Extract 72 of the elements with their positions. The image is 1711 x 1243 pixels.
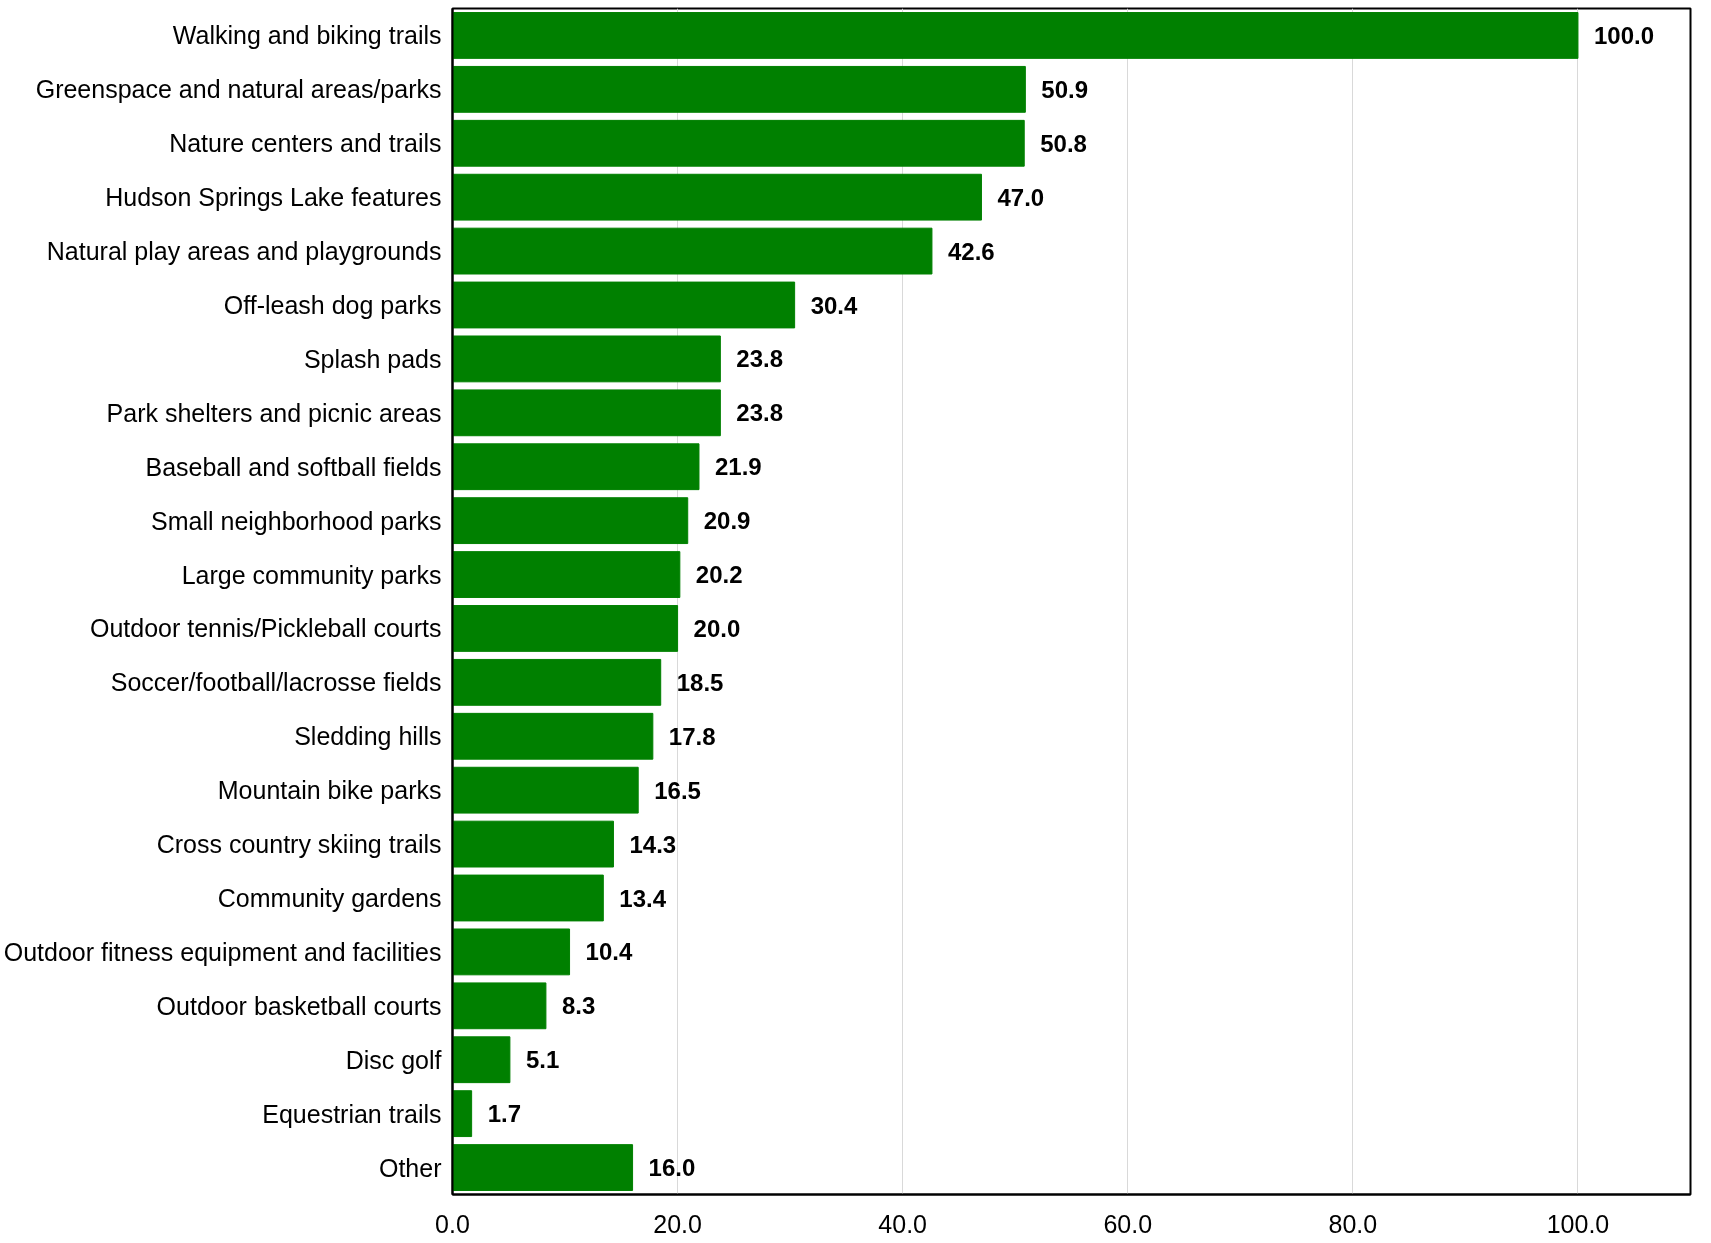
bar bbox=[452, 820, 614, 868]
data-label: 16.5 bbox=[654, 776, 701, 804]
x-tick-label: 20.0 bbox=[653, 1209, 702, 1238]
bar bbox=[452, 551, 681, 598]
x-tick-label: 100.0 bbox=[1546, 1209, 1610, 1238]
y-tick-label: Splash pads bbox=[303, 344, 442, 373]
data-label: 50.9 bbox=[1041, 75, 1089, 103]
bar bbox=[452, 173, 982, 221]
y-tick-label: Outdoor basketball courts bbox=[156, 991, 442, 1020]
bar bbox=[452, 335, 721, 383]
x-tick-label: 40.0 bbox=[878, 1209, 928, 1238]
bar bbox=[452, 1090, 473, 1138]
y-tick-label: Greenspace and natural areas/parks bbox=[35, 75, 442, 104]
y-tick-label: Park shelters and picnic areas bbox=[106, 398, 442, 427]
data-label: 20.0 bbox=[693, 614, 741, 642]
data-label: 14.3 bbox=[629, 830, 677, 858]
bar bbox=[452, 119, 1025, 167]
y-tick-label: Natural play areas and playgrounds bbox=[46, 237, 442, 266]
data-label: 21.9 bbox=[714, 453, 762, 481]
bar bbox=[452, 928, 571, 976]
data-label: 30.4 bbox=[810, 291, 858, 319]
bar bbox=[452, 712, 654, 760]
data-label: 20.9 bbox=[703, 507, 751, 535]
data-label: 42.6 bbox=[947, 237, 995, 265]
y-tick-label: Nature centers and trails bbox=[169, 129, 442, 158]
bar bbox=[452, 281, 796, 329]
data-label: 5.1 bbox=[525, 1046, 560, 1074]
y-tick-label: Community gardens bbox=[217, 884, 442, 912]
data-label: 100.0 bbox=[1593, 21, 1655, 49]
bar bbox=[452, 1144, 634, 1191]
y-tick-label: Small neighborhood parks bbox=[151, 506, 442, 535]
y-tick-label: Hudson Springs Lake features bbox=[105, 183, 442, 212]
y-tick-label: Disc golf bbox=[345, 1045, 442, 1074]
data-label: 18.5 bbox=[676, 668, 724, 696]
x-tick-label: 0.0 bbox=[435, 1209, 470, 1238]
data-label: 17.8 bbox=[668, 722, 716, 750]
bar bbox=[452, 605, 679, 652]
bar bbox=[452, 65, 1026, 113]
bar bbox=[452, 497, 689, 545]
bar bbox=[452, 874, 604, 922]
data-label: 10.4 bbox=[585, 938, 633, 966]
y-tick-label: Other bbox=[378, 1153, 442, 1182]
data-label: 13.4 bbox=[619, 884, 667, 912]
y-tick-label: Sledding hills bbox=[294, 722, 442, 751]
bar bbox=[452, 658, 662, 706]
y-tick-label: Equestrian trails bbox=[262, 1099, 442, 1128]
data-label: 8.3 bbox=[561, 992, 596, 1020]
y-tick-label: Cross country skiing trails bbox=[156, 830, 442, 859]
y-tick-label: Outdoor fitness equipment and facilities bbox=[3, 937, 442, 966]
y-tick-label: Walking and biking trails bbox=[172, 21, 442, 50]
data-label: 50.8 bbox=[1040, 129, 1087, 157]
bar bbox=[452, 227, 933, 275]
bar bbox=[452, 1036, 511, 1084]
y-tick-label: Outdoor tennis/Pickleball courts bbox=[89, 614, 442, 643]
data-label: 23.8 bbox=[736, 345, 784, 373]
data-label: 23.8 bbox=[736, 399, 784, 427]
data-label: 1.7 bbox=[487, 1100, 522, 1128]
data-label: 20.2 bbox=[695, 561, 743, 589]
data-label: 47.0 bbox=[997, 183, 1045, 211]
y-tick-label: Mountain bike parks bbox=[217, 776, 442, 805]
bar bbox=[452, 766, 639, 814]
y-tick-label: Baseball and softball fields bbox=[145, 452, 442, 481]
y-tick-label: Off-leash dog parks bbox=[223, 291, 442, 319]
bar bbox=[452, 12, 1579, 59]
bar bbox=[452, 389, 721, 437]
bar bbox=[452, 443, 700, 491]
data-label: 16.0 bbox=[648, 1154, 696, 1182]
bar bbox=[452, 982, 547, 1030]
y-tick-label: Large community parks bbox=[181, 560, 442, 589]
y-tick-label: Soccer/football/lacrosse fields bbox=[110, 668, 442, 697]
x-tick-label: 60.0 bbox=[1103, 1209, 1153, 1238]
x-tick-label: 80.0 bbox=[1328, 1209, 1378, 1238]
